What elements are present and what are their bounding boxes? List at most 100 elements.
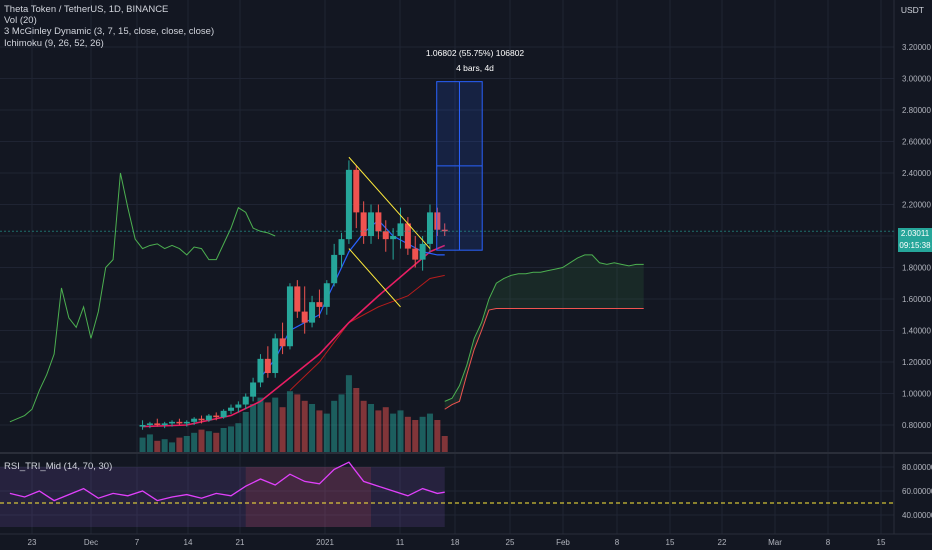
candle-body bbox=[250, 382, 257, 397]
volume-bar bbox=[242, 412, 249, 452]
drawing-tools[interactable] bbox=[0, 81, 894, 308]
volume-bar bbox=[169, 442, 176, 452]
price-tick-label: 0.80000 bbox=[902, 421, 931, 430]
time-tick-label: Dec bbox=[84, 538, 98, 547]
volume-bar bbox=[213, 432, 220, 452]
volume-bar bbox=[139, 437, 146, 452]
candle-body bbox=[227, 407, 234, 411]
volume-bar bbox=[441, 436, 448, 452]
time-tick-label: 2021 bbox=[316, 538, 334, 547]
candle-body bbox=[264, 358, 271, 374]
time-tick-label: 21 bbox=[236, 538, 245, 547]
candle-body bbox=[404, 223, 411, 249]
trendline bbox=[348, 248, 401, 308]
volume-bar bbox=[235, 423, 242, 452]
candle-body bbox=[198, 418, 205, 421]
candle-body bbox=[338, 239, 345, 255]
candle-body bbox=[161, 423, 168, 425]
volume-bar bbox=[375, 410, 382, 452]
volume-bar bbox=[250, 404, 257, 452]
ichimoku-indicator-label[interactable]: Ichimoku (9, 26, 52, 26) bbox=[4, 37, 104, 49]
time-tick-label: 14 bbox=[184, 538, 193, 547]
candle-body bbox=[331, 254, 338, 284]
rsi-tick-label: 60.00000 bbox=[902, 487, 932, 496]
price-tick-label: 1.20000 bbox=[902, 358, 931, 367]
rsi-band bbox=[0, 467, 445, 527]
volume-bar bbox=[382, 407, 389, 452]
time-tick-label: 25 bbox=[506, 538, 515, 547]
time-tick-label: Feb bbox=[556, 538, 570, 547]
trendline bbox=[348, 156, 431, 249]
time-tick-label: 8 bbox=[615, 538, 620, 547]
time-tick-label: 8 bbox=[826, 538, 831, 547]
candle-body bbox=[235, 404, 242, 408]
candle-body bbox=[205, 415, 212, 421]
candle-body bbox=[382, 231, 389, 240]
mcginley-slow-line bbox=[289, 274, 445, 391]
axis-labels: 3.20000 3.00000 2.80000 2.60000 2.40000 2.200… bbox=[28, 43, 932, 547]
candle-body bbox=[146, 423, 153, 425]
price-tick-label: 3.20000 bbox=[902, 43, 931, 52]
volume-bar bbox=[286, 391, 293, 452]
volume-bar bbox=[154, 440, 161, 452]
rsi-tick-label: 40.00000 bbox=[902, 511, 932, 520]
rsi-indicator-label[interactable]: RSI_TRI_Mid (14, 70, 30) bbox=[4, 461, 113, 472]
candle-body bbox=[191, 418, 198, 422]
currency-label[interactable]: USDT bbox=[900, 5, 924, 15]
price-tick-label: 3.00000 bbox=[902, 75, 931, 84]
volume-bar bbox=[397, 410, 404, 452]
volume-bars bbox=[139, 375, 448, 452]
volume-bar bbox=[146, 434, 153, 452]
candle-body bbox=[294, 286, 301, 312]
volume-bar bbox=[257, 397, 264, 452]
cloud-fill bbox=[444, 254, 644, 410]
volume-bar bbox=[191, 432, 198, 452]
candle-body bbox=[220, 410, 227, 418]
volume-bar bbox=[412, 420, 419, 452]
last-price: 2.03011 bbox=[900, 229, 930, 238]
time-tick-label: 22 bbox=[718, 538, 727, 547]
volume-bar bbox=[205, 431, 212, 452]
time-tick-label: 15 bbox=[666, 538, 675, 547]
last-price-tag: 2.03011 09:15:38 bbox=[898, 228, 932, 252]
volume-bar bbox=[353, 388, 360, 452]
candle-body bbox=[353, 169, 360, 213]
symbol-title[interactable]: Theta Token / TetherUS, 1D, BINANCE bbox=[4, 4, 169, 15]
candle-body bbox=[309, 302, 316, 323]
volume-bar bbox=[279, 407, 286, 452]
candle-body bbox=[441, 229, 448, 232]
rsi-tick-label: 80.00000 bbox=[902, 463, 932, 472]
candle-body bbox=[257, 358, 264, 383]
volume-bar bbox=[272, 397, 279, 452]
candle-body bbox=[412, 248, 419, 260]
candle-body bbox=[323, 283, 330, 307]
volume-indicator-label[interactable]: Vol (20) bbox=[4, 15, 37, 27]
price-tick-label: 1.40000 bbox=[902, 327, 931, 336]
volume-bar bbox=[404, 416, 411, 452]
price-tick-label: 1.60000 bbox=[902, 295, 931, 304]
candle-body bbox=[139, 425, 146, 427]
volume-bar bbox=[176, 437, 183, 452]
candle-body bbox=[345, 169, 352, 240]
candle-body bbox=[397, 223, 404, 236]
price-tick-label: 2.40000 bbox=[902, 169, 931, 178]
mcginley-indicator-label[interactable]: 3 McGinley Dynamic (3, 7, 15, close, clo… bbox=[4, 26, 215, 38]
candle-body bbox=[360, 212, 367, 236]
volume-bar bbox=[316, 410, 323, 452]
candle-body bbox=[183, 421, 190, 424]
time-tick-label: 15 bbox=[877, 538, 886, 547]
time-tick-label: 18 bbox=[451, 538, 460, 547]
leading-span-b bbox=[444, 307, 644, 410]
volume-bar bbox=[434, 420, 441, 452]
candle-body bbox=[316, 302, 323, 307]
candle-body bbox=[169, 421, 176, 424]
candle-body bbox=[154, 423, 161, 425]
measure-price-change: 1.06802 (55.75%) 106802 bbox=[425, 48, 525, 58]
candle-body bbox=[213, 415, 220, 418]
volume-bar bbox=[198, 429, 205, 452]
candlesticks[interactable] bbox=[139, 160, 448, 430]
price-tick-label: 2.20000 bbox=[902, 201, 931, 210]
price-tick-label: 2.60000 bbox=[902, 138, 931, 147]
